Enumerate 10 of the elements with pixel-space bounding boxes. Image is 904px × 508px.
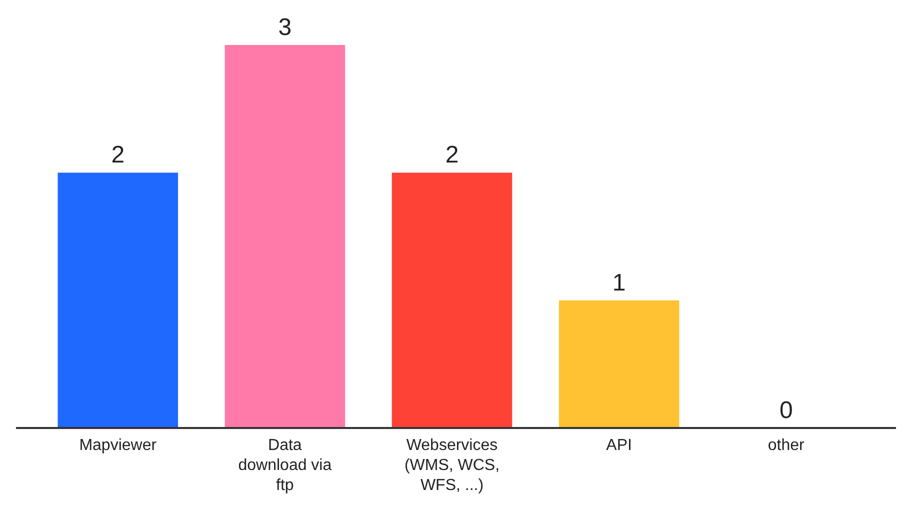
- data-label: 1: [612, 269, 626, 296]
- data-label: 3: [278, 14, 292, 41]
- x-tick-label: Mapviewer: [79, 437, 158, 454]
- x-tick-label: API: [606, 437, 632, 454]
- data-label: 2: [111, 142, 125, 169]
- data-label: 2: [445, 142, 459, 169]
- x-tick-label: Webservices (WMS, WCS, WFS, ...): [404, 437, 500, 494]
- x-tick-label: other: [768, 437, 806, 454]
- x-tick-label: Data download via ftp: [238, 437, 332, 494]
- data-label: 0: [779, 397, 793, 424]
